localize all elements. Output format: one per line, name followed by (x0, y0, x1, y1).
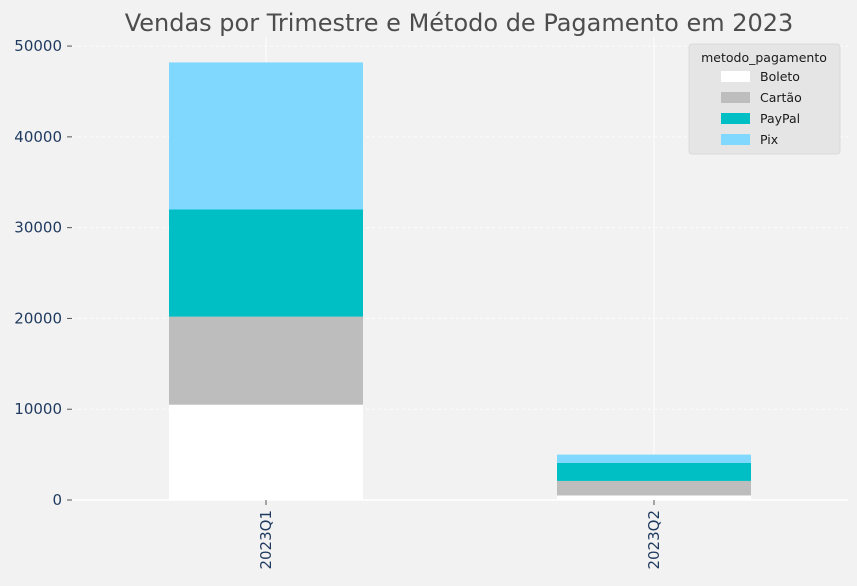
legend-label: Boleto (760, 69, 800, 84)
legend-items: Boleto Cartão PayPal Pix (721, 69, 802, 147)
legend-swatch-cartão (721, 92, 750, 103)
bar-segment-boleto (169, 404, 363, 500)
y-tick-label: 40000 (14, 128, 62, 146)
legend-swatch-boleto (721, 71, 750, 82)
bar-segment-cartão (557, 480, 751, 496)
legend-swatch-paypal (721, 113, 750, 124)
y-tick-label: 50000 (14, 37, 62, 55)
y-tick-label: 30000 (14, 219, 62, 237)
y-tick-label: 10000 (14, 400, 62, 418)
bar-segment-paypal (169, 209, 363, 317)
plot-area: 0 10000 20000 30000 40000 50000 2023Q1 2023Q2 (14, 37, 848, 570)
bar-segment-paypal (557, 462, 751, 481)
y-tick-label: 0 (52, 491, 62, 509)
legend: metodo_pagamento Boleto Cartão PayPal Pix (688, 43, 841, 155)
bar-segment-pix (169, 62, 363, 210)
x-tick-label: 2023Q1 (257, 510, 275, 570)
bar-segment-boleto (557, 495, 751, 500)
bar-segment-pix (557, 454, 751, 463)
x-tick-label: 2023Q2 (645, 510, 663, 570)
legend-swatch-pix (721, 134, 750, 145)
legend-label: Cartão (760, 90, 802, 105)
chart-title: Vendas por Trimestre e Método de Pagamen… (125, 9, 794, 37)
bar-segment-cartão (169, 316, 363, 405)
y-tick-label: 20000 (14, 309, 62, 327)
legend-label: PayPal (760, 111, 800, 126)
legend-label: Pix (760, 132, 778, 147)
legend-title: metodo_pagamento (701, 50, 827, 65)
